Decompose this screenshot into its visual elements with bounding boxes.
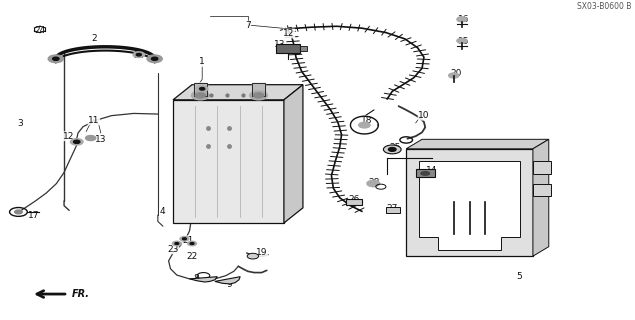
Circle shape (457, 17, 467, 22)
Polygon shape (189, 277, 217, 282)
Text: 17: 17 (28, 211, 39, 220)
Circle shape (457, 38, 467, 43)
Circle shape (191, 91, 209, 100)
Circle shape (389, 148, 396, 151)
Text: 3: 3 (17, 119, 23, 128)
Circle shape (247, 253, 258, 259)
Text: 9: 9 (226, 280, 232, 289)
Circle shape (253, 93, 264, 98)
Text: 8: 8 (193, 274, 199, 283)
Text: 12: 12 (64, 132, 75, 141)
Bar (194, 83, 206, 96)
Polygon shape (533, 139, 549, 256)
Bar (276, 44, 300, 53)
Text: 4: 4 (159, 207, 165, 216)
Text: 5: 5 (516, 272, 522, 281)
Bar (416, 169, 435, 177)
Text: 2: 2 (91, 34, 97, 43)
Circle shape (74, 140, 80, 143)
Circle shape (359, 122, 370, 128)
Text: 16: 16 (457, 15, 469, 24)
Text: 22: 22 (187, 252, 197, 261)
Text: 26: 26 (349, 195, 360, 204)
Bar (194, 83, 206, 96)
Circle shape (48, 55, 64, 63)
Polygon shape (406, 139, 549, 149)
Circle shape (180, 236, 189, 241)
Text: 28: 28 (369, 178, 380, 188)
Circle shape (152, 57, 158, 60)
Polygon shape (533, 184, 551, 196)
Text: 23: 23 (168, 245, 178, 254)
Text: 14: 14 (426, 166, 438, 175)
Circle shape (133, 52, 145, 58)
Polygon shape (173, 100, 284, 223)
Circle shape (449, 73, 459, 78)
Text: 12: 12 (283, 29, 295, 38)
Text: 27: 27 (387, 204, 398, 213)
Polygon shape (406, 149, 533, 256)
Text: 18: 18 (361, 116, 372, 125)
Text: 7: 7 (245, 21, 251, 30)
Text: 11: 11 (88, 116, 100, 125)
Text: 13: 13 (274, 40, 285, 49)
Circle shape (367, 180, 380, 187)
Polygon shape (173, 85, 303, 100)
Circle shape (15, 210, 22, 214)
Circle shape (175, 243, 178, 244)
Text: 24: 24 (34, 26, 46, 35)
Circle shape (199, 88, 204, 90)
Text: 13: 13 (95, 135, 107, 144)
Text: 10: 10 (418, 111, 430, 120)
Bar (386, 207, 400, 213)
Bar (346, 199, 362, 205)
Circle shape (86, 136, 96, 140)
Circle shape (196, 86, 208, 92)
Text: 20: 20 (450, 68, 461, 77)
Text: 15: 15 (457, 37, 469, 46)
Text: FR.: FR. (72, 289, 90, 299)
Circle shape (250, 91, 267, 100)
Polygon shape (215, 277, 240, 284)
Text: SX03-B0600 B: SX03-B0600 B (577, 3, 631, 12)
Text: 25: 25 (390, 143, 401, 152)
Circle shape (190, 243, 194, 244)
Bar (300, 45, 307, 51)
Circle shape (173, 241, 181, 246)
Circle shape (420, 171, 431, 176)
Text: 1: 1 (199, 58, 205, 67)
Circle shape (187, 241, 196, 246)
Circle shape (53, 57, 59, 60)
Bar (252, 83, 265, 96)
Circle shape (384, 145, 401, 154)
Polygon shape (284, 85, 303, 223)
Polygon shape (533, 161, 551, 174)
Text: 6: 6 (199, 83, 205, 92)
Text: 24: 24 (133, 51, 144, 60)
Text: 19: 19 (256, 249, 267, 258)
Circle shape (147, 55, 163, 63)
Circle shape (137, 53, 142, 56)
Circle shape (182, 238, 186, 240)
Circle shape (195, 93, 205, 98)
Bar (252, 83, 265, 96)
Polygon shape (419, 161, 520, 250)
Text: 21: 21 (182, 236, 193, 245)
Circle shape (70, 139, 83, 145)
